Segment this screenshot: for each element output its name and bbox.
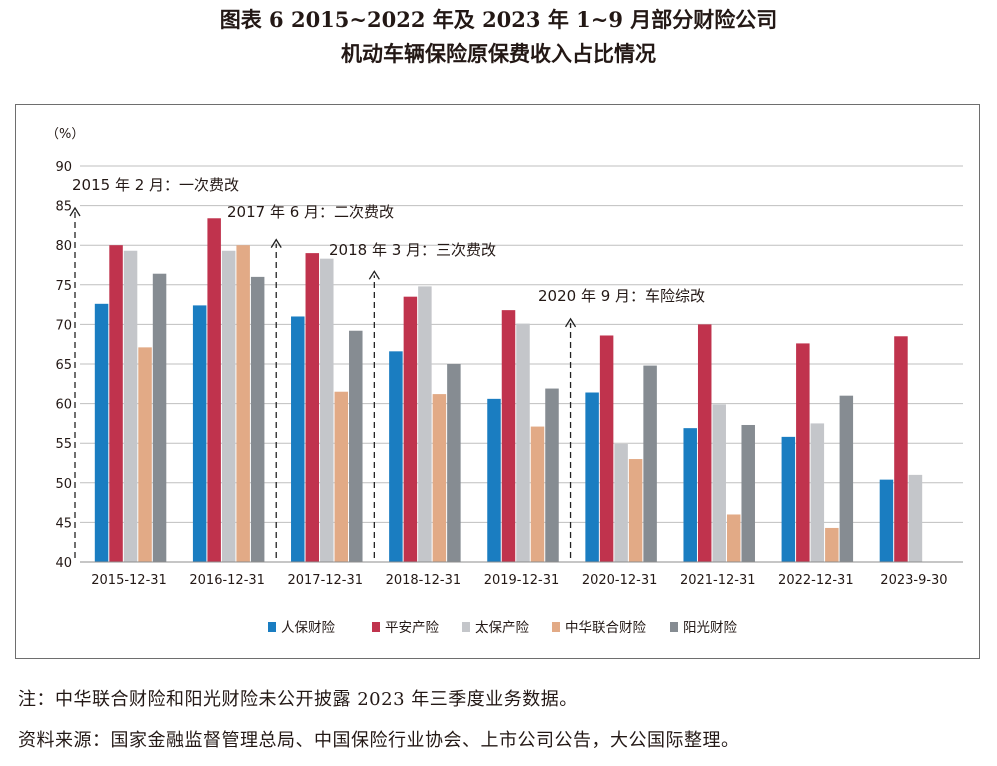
bar <box>192 305 207 562</box>
bar <box>138 347 152 562</box>
chart-title-line1: 图表 6 2015~2022 年及 2023 年 1~9 月部分财险公司 <box>219 7 778 32</box>
legend-label: 中华联合财险 <box>565 620 646 636</box>
legend-label: 太保产险 <box>475 620 529 636</box>
bar <box>643 365 657 562</box>
footnote: 注：中华联合财险和阳光财险未公开披露 2023 年三季度业务数据。 <box>18 689 578 710</box>
annotation-arrowhead <box>565 317 577 328</box>
chart-frame <box>15 104 980 659</box>
bar <box>545 388 559 562</box>
y-tick-label: 85 <box>55 200 72 215</box>
y-tick-label: 90 <box>55 160 72 175</box>
bar <box>403 296 418 562</box>
bar <box>599 335 614 562</box>
bar <box>123 250 138 562</box>
y-tick-label: 65 <box>55 358 72 373</box>
y-tick-label: 75 <box>55 279 72 294</box>
x-tick-label: 2019-12-31 <box>484 573 560 588</box>
y-tick-label: 50 <box>55 477 72 492</box>
y-tick-label: 55 <box>55 437 72 452</box>
bar <box>236 245 250 562</box>
x-tick-label: 2023-9-30 <box>880 573 947 588</box>
bar <box>501 310 516 562</box>
bar <box>516 323 530 562</box>
y-axis-label: （%） <box>46 127 84 142</box>
annotation-arrowhead <box>270 238 282 249</box>
bar <box>879 479 894 562</box>
x-tick-label: 2015-12-31 <box>91 573 167 588</box>
legend-label: 平安产险 <box>385 620 439 636</box>
chart-title-line2: 机动车辆保险原保费收入占比情况 <box>341 41 656 66</box>
bar <box>810 423 825 562</box>
bar <box>628 459 643 562</box>
bar <box>530 426 545 562</box>
bar <box>781 436 796 562</box>
bar <box>250 276 265 562</box>
legend-swatch <box>670 622 678 632</box>
bar <box>683 428 697 562</box>
bar <box>726 514 741 562</box>
legend-label: 人保财险 <box>281 620 335 636</box>
legend-swatch <box>268 622 276 632</box>
legend-swatch <box>552 622 560 632</box>
annotations: 2015 年 2 月：一次费改 2017 年 6 月：二次费改 2018 年 3 月… <box>69 176 705 558</box>
bar <box>221 250 236 562</box>
bar <box>908 474 923 562</box>
source-note: 资料来源：国家金融监督管理总局、中国保险行业协会、上市公司公告，大公国际整理。 <box>18 730 740 751</box>
bar <box>712 404 726 562</box>
x-tick-label: 2020-12-31 <box>582 573 658 588</box>
bar <box>334 391 349 562</box>
bars <box>94 218 923 562</box>
annotation-label: 2015 年 2 月：一次费改 <box>72 176 239 194</box>
bar <box>614 443 628 562</box>
bar <box>741 424 755 562</box>
bar <box>109 245 123 562</box>
annotation-arrowhead <box>69 206 81 217</box>
legend-swatch <box>462 622 470 632</box>
y-tick-label: 60 <box>55 398 72 413</box>
bar <box>432 394 447 562</box>
bar <box>825 527 839 562</box>
bar <box>291 316 305 562</box>
bar <box>697 324 712 562</box>
y-tick-label: 40 <box>55 556 72 571</box>
x-tick-label: 2017-12-31 <box>287 573 363 588</box>
bar-chart: （%） 40 45 50 55 60 65 70 75 80 85 90 2015-12-31 2016-… <box>46 127 963 636</box>
bar <box>418 286 432 562</box>
bar <box>894 336 908 562</box>
x-tick-label: 2018-12-31 <box>386 573 462 588</box>
bar <box>447 364 461 562</box>
bar <box>207 218 221 562</box>
x-tick-label: 2016-12-31 <box>189 573 265 588</box>
bar <box>389 351 403 562</box>
annotation-arrowhead <box>368 270 380 280</box>
x-tick-label: 2021-12-31 <box>680 573 756 588</box>
legend-label: 阳光财险 <box>683 620 737 636</box>
bar <box>94 303 109 562</box>
y-tick-label: 70 <box>55 318 72 333</box>
bar <box>320 258 334 562</box>
bar <box>349 330 363 562</box>
legend-swatch <box>372 622 380 632</box>
annotation-label: 2017 年 6 月：二次费改 <box>227 203 394 221</box>
y-tick-label: 80 <box>55 239 72 254</box>
y-tick-label: 45 <box>55 516 72 531</box>
bar <box>487 398 501 562</box>
bar <box>796 343 810 562</box>
bar <box>585 392 599 562</box>
annotation-label: 2018 年 3 月：三次费改 <box>329 241 496 259</box>
axes: （%） 40 45 50 55 60 65 70 75 80 85 90 2015-12-31 2016-… <box>46 127 963 588</box>
bar <box>152 273 167 562</box>
x-tick-label: 2022-12-31 <box>778 573 854 588</box>
annotation-label: 2020 年 9 月：车险综改 <box>538 287 705 305</box>
legend: 人保财险 平安产险 太保产险 中华联合财险 阳光财险 <box>268 620 737 636</box>
bar <box>305 253 320 562</box>
bar <box>839 395 854 562</box>
